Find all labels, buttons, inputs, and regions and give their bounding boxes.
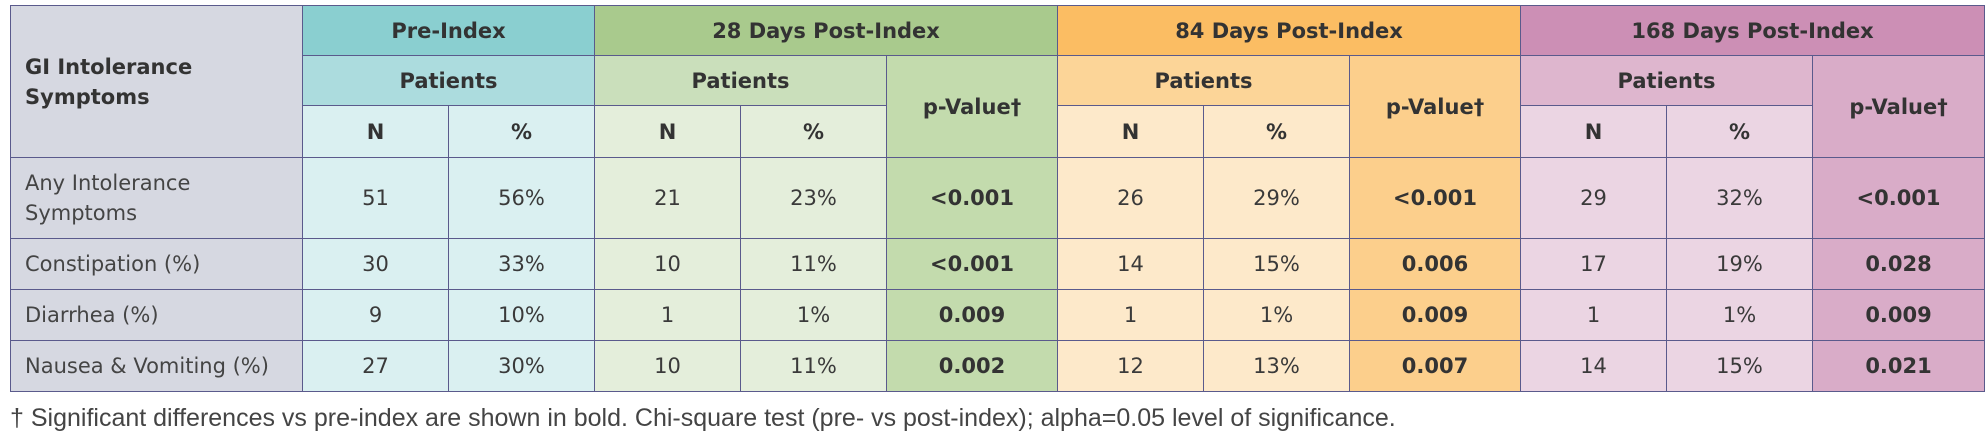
cell-28-pct: 11%	[740, 340, 888, 392]
footnote: † Significant differences vs pre-index a…	[10, 404, 1396, 432]
cell-pre-n: 9	[302, 289, 449, 341]
table-row: Any Intolerance Symptoms 51 56% 21 23% <…	[10, 157, 1986, 239]
cell-28-pct: 23%	[740, 157, 888, 239]
cell-84-pvalue: 0.007	[1349, 340, 1522, 392]
cell-168-pvalue: 0.028	[1812, 238, 1986, 290]
cell-pre-n: 51	[302, 157, 449, 239]
group-header-28-days: 28 Days Post-Index	[594, 5, 1059, 56]
gi-intolerance-table: GI Intolerance Symptoms Pre-Index 28 Day…	[10, 5, 1986, 392]
cell-28-n: 10	[594, 238, 742, 290]
row-label: Constipation (%)	[10, 238, 303, 290]
n-header-pre: N	[302, 105, 449, 158]
cell-pre-pct: 33%	[447, 238, 596, 290]
pvalue-header-84: p-Value†	[1349, 55, 1522, 158]
pct-header-84: %	[1203, 105, 1351, 158]
table-row: Nausea & Vomiting (%) 27 30% 10 11% 0.00…	[10, 340, 1986, 392]
cell-168-n: 29	[1520, 157, 1668, 239]
cell-168-pvalue: 0.009	[1812, 289, 1986, 341]
cell-pre-n: 30	[302, 238, 449, 290]
cell-84-pct: 1%	[1203, 289, 1351, 341]
cell-28-pvalue: <0.001	[886, 238, 1059, 290]
cell-28-n: 10	[594, 340, 742, 392]
cell-168-pct: 15%	[1666, 340, 1814, 392]
n-header-168: N	[1520, 105, 1668, 158]
corner-header: GI Intolerance Symptoms	[10, 5, 303, 158]
patients-header-pre: Patients	[301, 55, 596, 106]
cell-84-pvalue: <0.001	[1349, 157, 1522, 239]
cell-84-pct: 13%	[1203, 340, 1351, 392]
cell-28-n: 21	[594, 157, 742, 239]
cell-84-n: 1	[1057, 289, 1205, 341]
cell-28-pct: 1%	[740, 289, 888, 341]
cell-28-pct: 11%	[740, 238, 888, 290]
pvalue-header-28: p-Value†	[886, 55, 1059, 158]
group-header-84-days: 84 Days Post-Index	[1057, 5, 1522, 56]
group-header-pre-index: Pre-Index	[301, 5, 596, 56]
cell-168-pct: 19%	[1666, 238, 1814, 290]
cell-pre-pct: 10%	[447, 289, 596, 341]
cell-168-pct: 1%	[1666, 289, 1814, 341]
corner-label: GI Intolerance Symptoms	[25, 54, 193, 109]
patients-header-168: Patients	[1520, 55, 1814, 106]
table-row: Diarrhea (%) 9 10% 1 1% 0.009 1 1% 0.009…	[10, 289, 1986, 341]
row-label: Any Intolerance Symptoms	[10, 157, 303, 239]
pvalue-header-168: p-Value†	[1812, 55, 1986, 158]
patients-header-84: Patients	[1057, 55, 1351, 106]
patients-header-28: Patients	[594, 55, 888, 106]
cell-168-pvalue: <0.001	[1812, 157, 1986, 239]
cell-84-pvalue: 0.006	[1349, 238, 1522, 290]
cell-pre-pct: 30%	[447, 340, 596, 392]
pct-header-pre: %	[447, 105, 596, 158]
n-header-28: N	[594, 105, 742, 158]
cell-28-pvalue: 0.009	[886, 289, 1059, 341]
cell-84-n: 14	[1057, 238, 1205, 290]
cell-168-pvalue: 0.021	[1812, 340, 1986, 392]
cell-pre-pct: 56%	[447, 157, 596, 239]
row-label: Diarrhea (%)	[10, 289, 303, 341]
cell-168-pct: 32%	[1666, 157, 1814, 239]
cell-28-pvalue: <0.001	[886, 157, 1059, 239]
row-label: Nausea & Vomiting (%)	[10, 340, 303, 392]
pct-header-168: %	[1666, 105, 1814, 158]
cell-28-n: 1	[594, 289, 742, 341]
pct-header-28: %	[740, 105, 888, 158]
table-row: Constipation (%) 30 33% 10 11% <0.001 14…	[10, 238, 1986, 290]
group-header-168-days: 168 Days Post-Index	[1520, 5, 1986, 56]
row-label-text: Any Intolerance Symptoms	[25, 171, 191, 225]
cell-168-n: 17	[1520, 238, 1668, 290]
cell-pre-n: 27	[302, 340, 449, 392]
cell-84-pvalue: 0.009	[1349, 289, 1522, 341]
cell-84-n: 26	[1057, 157, 1205, 239]
cell-28-pvalue: 0.002	[886, 340, 1059, 392]
cell-84-pct: 15%	[1203, 238, 1351, 290]
cell-168-n: 1	[1520, 289, 1668, 341]
cell-84-pct: 29%	[1203, 157, 1351, 239]
n-header-84: N	[1057, 105, 1205, 158]
cell-168-n: 14	[1520, 340, 1668, 392]
cell-84-n: 12	[1057, 340, 1205, 392]
